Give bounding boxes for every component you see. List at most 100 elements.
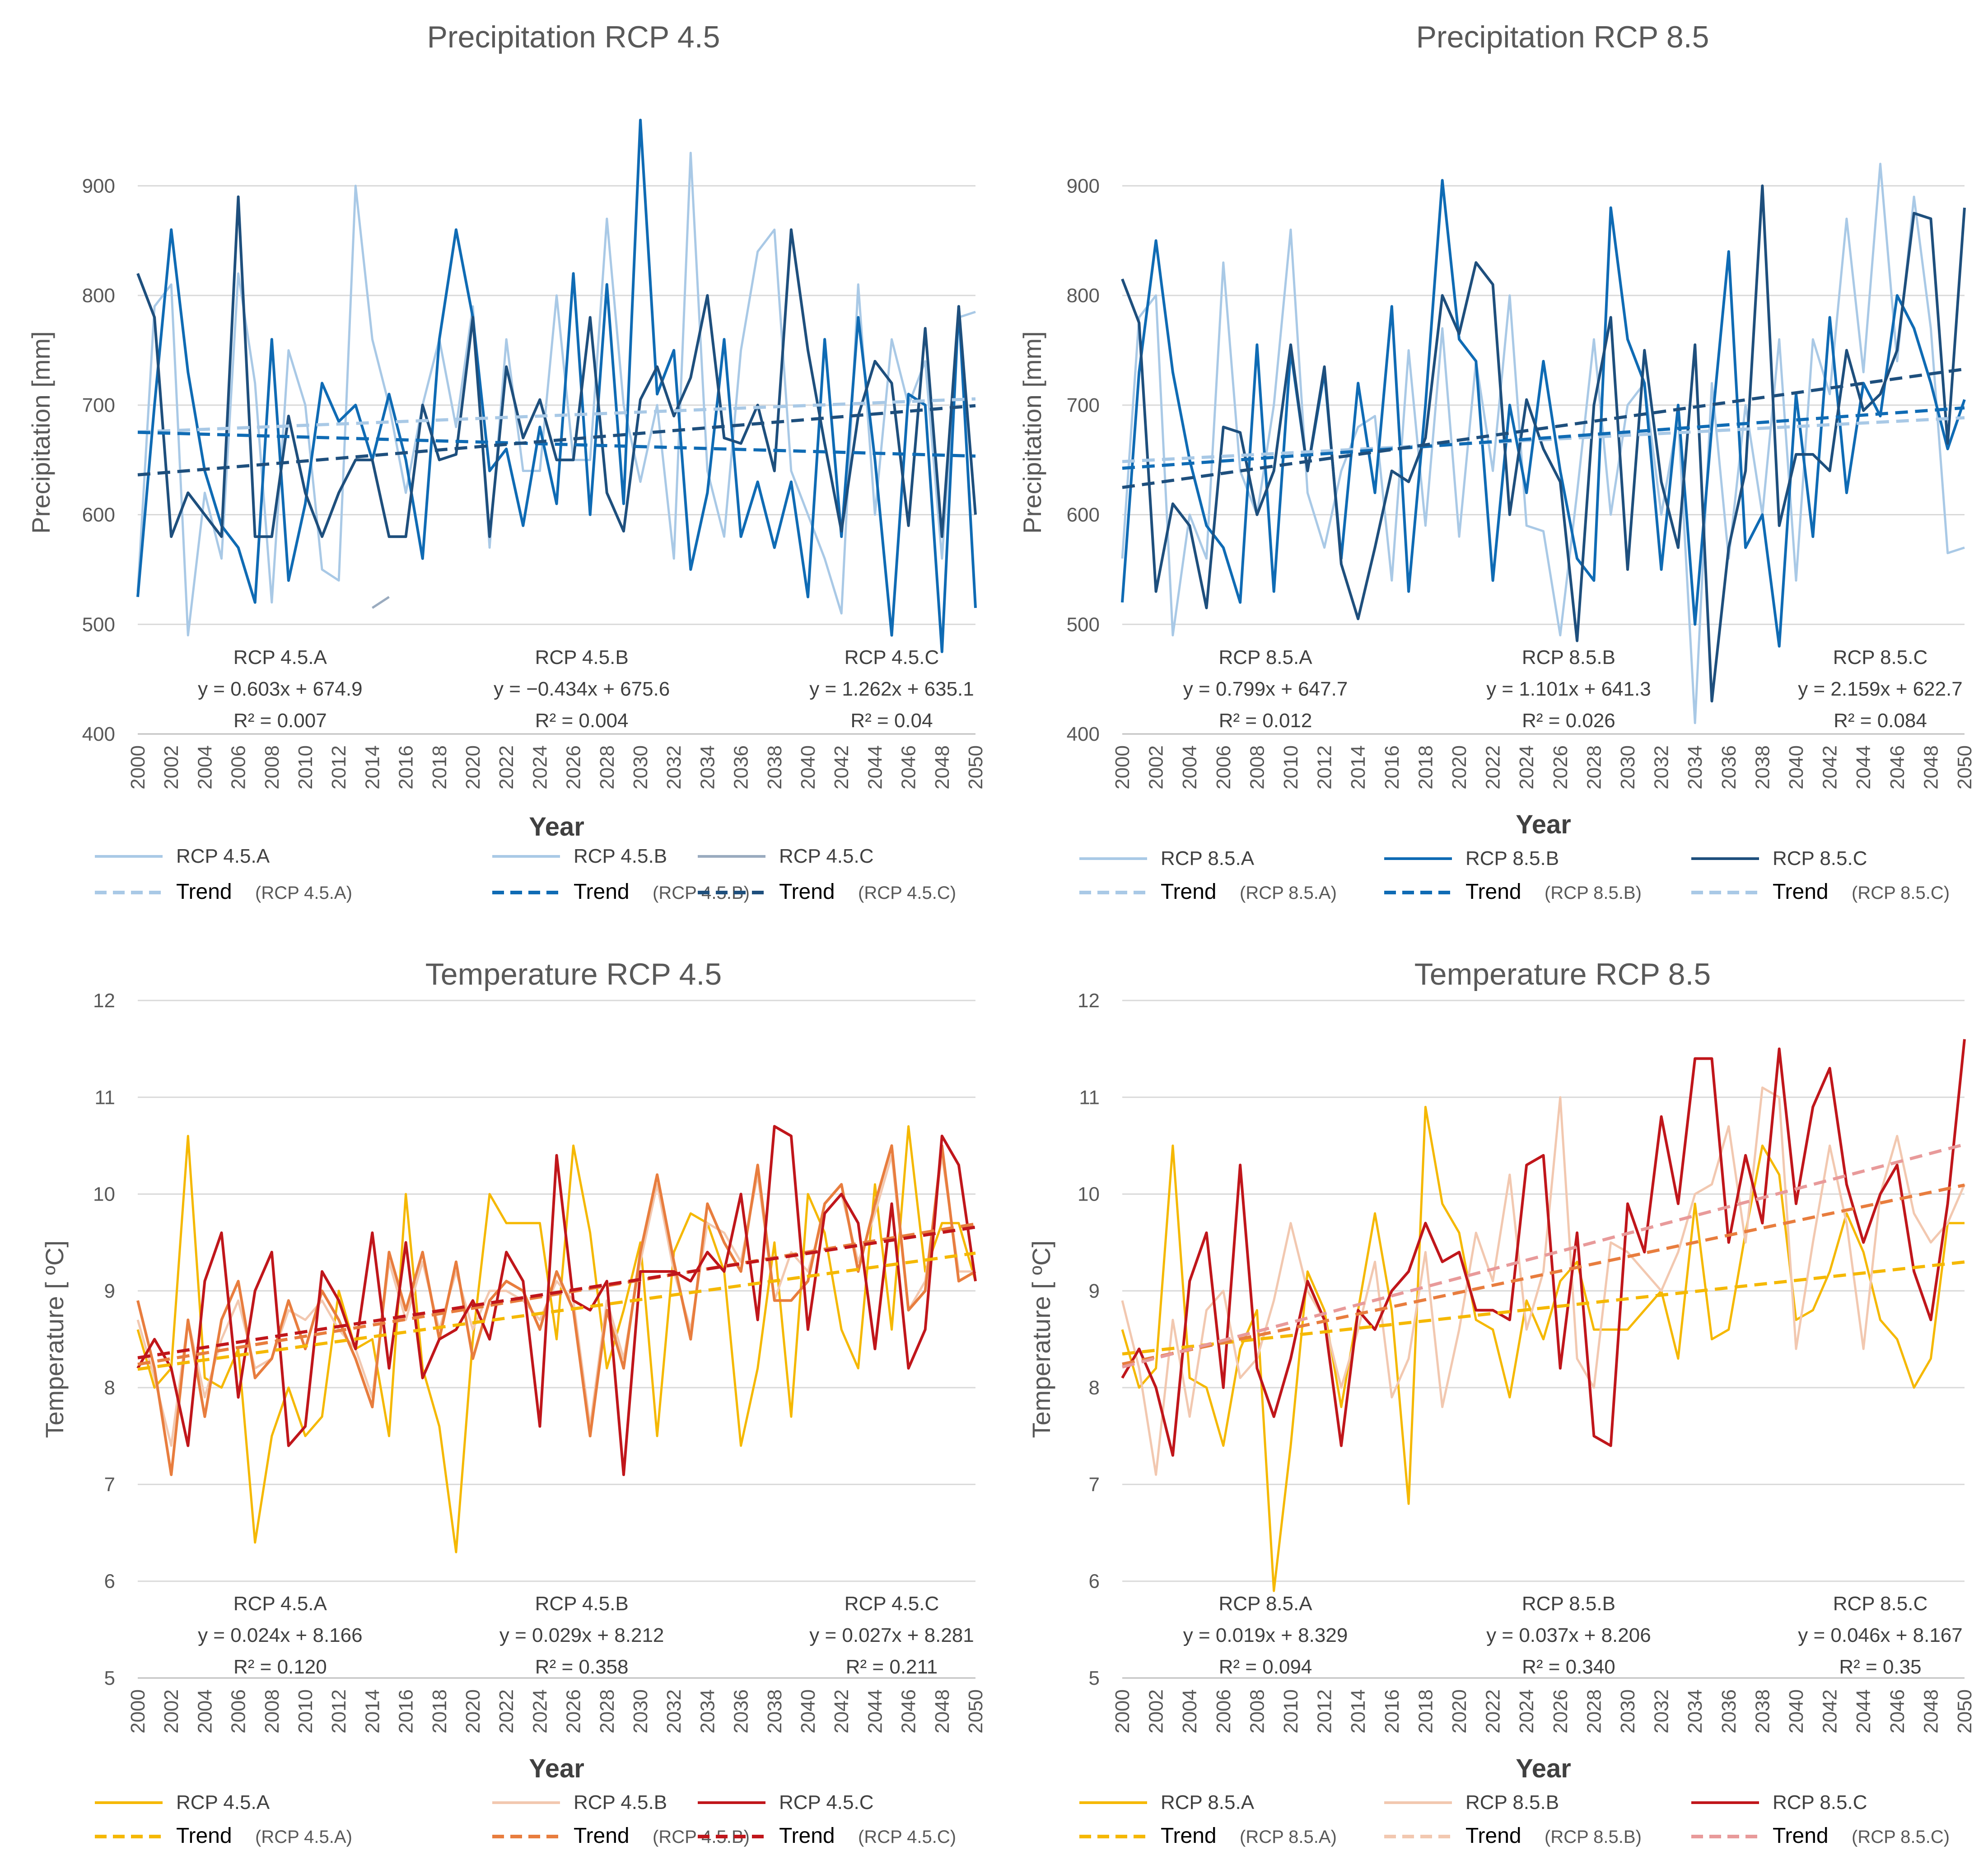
x-tick-label: 2032 [1651, 745, 1673, 790]
trend-equation-label: y = 2.159x + 622.7 [1798, 678, 1963, 700]
legend-label: Trend [1465, 1824, 1521, 1848]
trend-equation-label: y = 0.046x + 8.167 [1798, 1624, 1963, 1646]
legend-label: Trend [574, 880, 630, 904]
chart-panel-3: Temperature RCP 4.5 5 6 7 8 9 10 11 12 2000 2002 20… [40, 957, 987, 1848]
x-tick-label: 2018 [429, 745, 451, 790]
trend-equation-label: R² = 0.04 [850, 710, 933, 732]
x-tick-label: 2006 [228, 1689, 250, 1734]
x-tick-label: 2026 [1549, 745, 1572, 790]
trend-line [1122, 367, 1965, 489]
x-tick-label: 2020 [462, 745, 484, 790]
x-tick-label: 2040 [797, 1689, 819, 1734]
x-tick-label: 2034 [696, 745, 719, 790]
y-tick-label: 900 [82, 175, 115, 197]
trend-equation-label: RCP 4.5.B [535, 646, 629, 668]
legend-label: Trend [779, 1824, 835, 1848]
x-axis-title: Year [529, 812, 584, 841]
series-line [1121, 1039, 1966, 1457]
legend-label: Trend [1465, 880, 1521, 904]
x-tick-label: 2046 [1886, 1689, 1909, 1734]
trend-equation-label: y = 0.027x + 8.281 [809, 1624, 974, 1646]
x-tick-label: 2030 [630, 1689, 652, 1734]
legend-sublabel: (RCP 4.5.A) [255, 883, 352, 903]
x-tick-label: 2036 [730, 745, 752, 790]
y-tick-label: 500 [82, 613, 115, 636]
legend-sublabel: (RCP 8.5.C) [1852, 1827, 1950, 1847]
x-tick-label: 2042 [1819, 1689, 1841, 1734]
legend-sublabel: (RCP 4.5.C) [858, 883, 956, 903]
chart-panel-2: Precipitation RCP 8.5 400 500 600 700 800 900 2… [1018, 20, 1976, 904]
legend-label: RCP 4.5.C [779, 1791, 874, 1814]
x-tick-label: 2004 [194, 1689, 216, 1734]
trend-equation-label: R² = 0.094 [1219, 1656, 1312, 1678]
x-tick-label: 2024 [529, 1689, 551, 1734]
x-tick-label: 2008 [1246, 1689, 1268, 1734]
x-tick-label: 2046 [898, 1689, 920, 1734]
x-tick-label: 2006 [1213, 745, 1235, 790]
y-tick-label: 500 [1067, 613, 1100, 636]
x-tick-label: 2020 [1448, 1689, 1470, 1734]
trend-equation-label: RCP 8.5.C [1833, 1593, 1928, 1615]
x-tick-label: 2024 [529, 745, 551, 790]
trend-equation-label: RCP 8.5.B [1522, 646, 1615, 668]
y-axis-title: Temperature [ ºC] [40, 1240, 69, 1438]
trend-equation-label: y = −0.434x + 675.6 [494, 678, 670, 700]
trend-line [1122, 406, 1965, 470]
legend-sublabel: (RCP 4.5.C) [858, 1827, 956, 1847]
x-tick-label: 2010 [1280, 745, 1302, 790]
trend-line [137, 397, 976, 434]
x-tick-label: 2002 [160, 745, 182, 790]
legend-label: RCP 4.5.A [176, 845, 270, 867]
x-tick-label: 2032 [663, 1689, 685, 1734]
y-tick-label: 800 [1067, 285, 1100, 307]
x-tick-label: 2026 [563, 745, 585, 790]
trend-equation-label: y = 0.029x + 8.212 [499, 1624, 664, 1646]
y-tick-label: 12 [1078, 990, 1100, 1012]
trend-equation-label: RCP 8.5.A [1219, 1593, 1313, 1615]
x-tick-label: 2044 [864, 745, 886, 790]
x-tick-label: 2042 [831, 1689, 853, 1734]
x-axis-title: Year [529, 1754, 584, 1783]
series-line [372, 596, 390, 609]
legend-label: Trend [574, 1824, 630, 1848]
trend-equation-label: RCP 4.5.B [535, 1593, 629, 1615]
trend-line [137, 430, 976, 458]
y-tick-label: 8 [1089, 1377, 1100, 1399]
x-tick-label: 2050 [965, 745, 987, 790]
trend-equation-label: RCP 4.5.A [233, 646, 327, 668]
x-tick-label: 2020 [462, 1689, 484, 1734]
x-axis-title: Year [1516, 1754, 1571, 1783]
y-tick-label: 600 [82, 504, 115, 526]
trend-equation-label: y = 1.262x + 635.1 [809, 678, 974, 700]
y-tick-label: 9 [1089, 1280, 1100, 1302]
trend-equation-label: R² = 0.004 [535, 710, 629, 732]
x-tick-label: 2000 [127, 1689, 149, 1734]
x-tick-label: 2016 [1381, 745, 1403, 790]
y-tick-label: 6 [1089, 1571, 1100, 1593]
series-line [136, 1144, 976, 1476]
legend-sublabel: (RCP 8.5.B) [1545, 883, 1642, 903]
trend-line [1122, 1260, 1965, 1356]
series-line [1121, 163, 1965, 724]
y-tick-label: 600 [1067, 504, 1100, 526]
legend-sublabel: (RCP 8.5.A) [1240, 883, 1337, 903]
x-tick-label: 2022 [495, 745, 518, 790]
x-tick-label: 2040 [797, 745, 819, 790]
x-tick-label: 2004 [1179, 745, 1201, 790]
y-tick-label: 700 [1067, 394, 1100, 416]
trend-equation-label: RCP 4.5.A [233, 1593, 327, 1615]
series-line [136, 1154, 975, 1447]
x-tick-label: 2044 [864, 1689, 886, 1734]
y-tick-label: 800 [82, 285, 115, 307]
trend-equation-label: RCP 8.5.A [1219, 646, 1313, 668]
x-tick-label: 2046 [898, 745, 920, 790]
x-tick-label: 2020 [1448, 745, 1470, 790]
x-tick-label: 2014 [1347, 745, 1369, 790]
x-tick-label: 2016 [395, 745, 417, 790]
legend-label: RCP 8.5.C [1773, 847, 1867, 869]
x-tick-label: 2038 [1751, 1689, 1773, 1734]
trend-equation-label: R² = 0.012 [1219, 710, 1312, 732]
legend-sublabel: (RCP 8.5.B) [1545, 1827, 1642, 1847]
x-tick-label: 2004 [1179, 1689, 1201, 1734]
